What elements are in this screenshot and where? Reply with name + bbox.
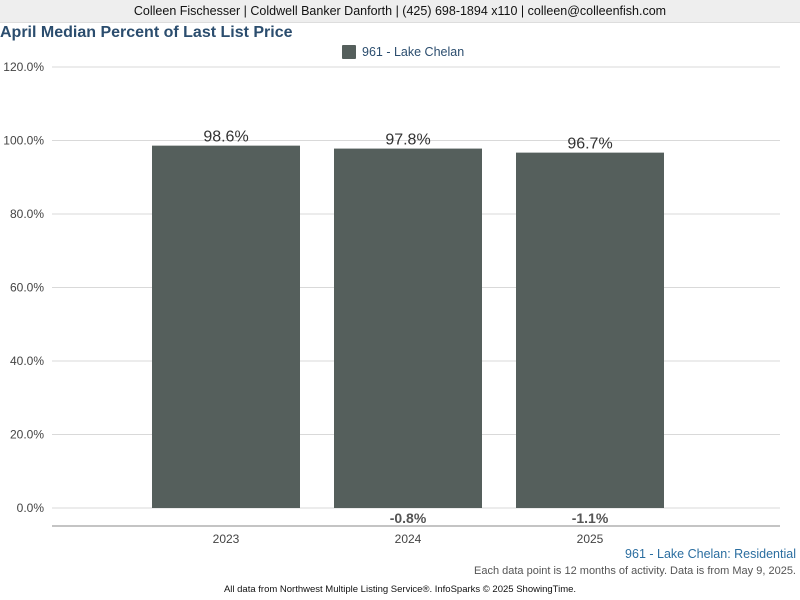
bars [152,145,664,508]
x-axis-ticks: 2023 2024 2025 [213,532,604,546]
source-note: All data from Northwest Multiple Listing… [223,584,577,595]
bar-value-label: 97.8% [385,132,430,149]
series-footnote: 961 - Lake Chelan: Residential [625,547,796,561]
y-tick-label: 0.0% [17,501,45,515]
x-tick-label: 2024 [395,532,422,546]
change-labels: -0.8% -1.1% [390,510,609,526]
legend-label: 961 - Lake Chelan [362,45,465,59]
change-label: -0.8% [390,510,427,526]
x-tick-label: 2023 [213,532,240,546]
contact-header: Colleen Fischesser | Coldwell Banker Dan… [0,0,800,23]
bar-value-labels: 98.6% 97.8% 96.7% [203,129,612,153]
bar-value-label: 98.6% [203,129,248,146]
y-tick-label: 120.0% [3,60,44,74]
legend-swatch [342,45,356,59]
y-tick-label: 60.0% [10,281,44,295]
bar [516,152,664,508]
bar-value-label: 96.7% [567,136,612,153]
bar [334,148,482,508]
y-tick-label: 40.0% [10,354,44,368]
bar [152,145,300,508]
y-tick-label: 80.0% [10,207,44,221]
y-tick-label: 100.0% [3,134,44,148]
chart-title: April Median Percent of Last List Price [0,24,293,41]
bar-chart: 0.0% 20.0% 40.0% 60.0% 80.0% 100.0% 120.0% 98.… [3,60,780,546]
legend[interactable]: 961 - Lake Chelan [342,45,464,59]
y-tick-label: 20.0% [10,428,44,442]
y-axis-ticks: 0.0% 20.0% 40.0% 60.0% 80.0% 100.0% 120.0% [3,60,44,515]
x-tick-label: 2025 [577,532,604,546]
activity-note: Each data point is 12 months of activity… [473,565,796,577]
change-label: -1.1% [572,510,609,526]
